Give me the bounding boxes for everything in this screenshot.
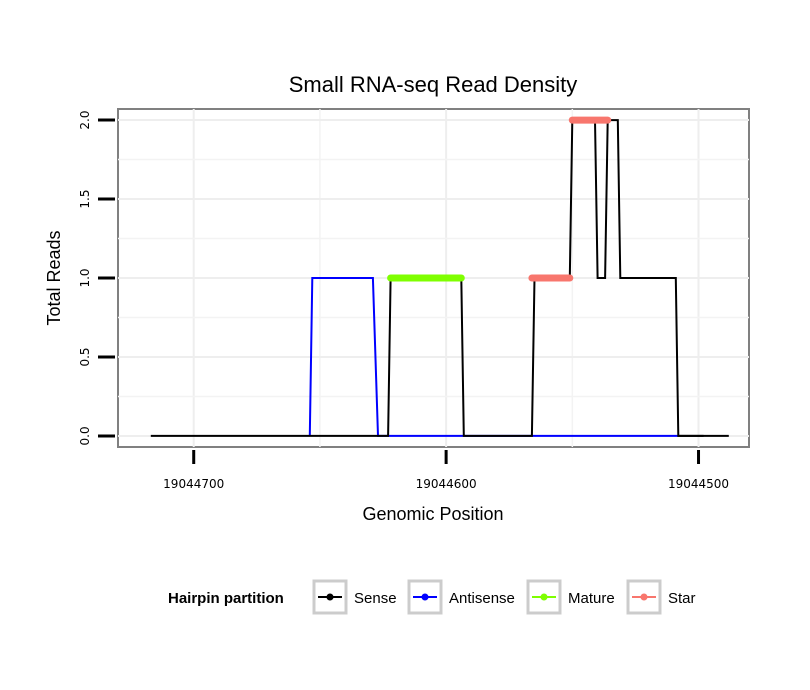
y-tick-label: 2.0: [78, 111, 92, 130]
series-lines: [150, 116, 729, 437]
legend-key-point-star: [640, 593, 648, 601]
legend-item-sense: Sense: [312, 579, 397, 615]
legend-key-point-mature: [540, 593, 548, 601]
legend-label-star: Star: [668, 590, 696, 607]
legend-item-mature: Mature: [526, 579, 615, 615]
legend-label-sense: Sense: [354, 590, 397, 607]
legend: Hairpin partition Sense Antisense Mature…: [168, 579, 696, 615]
y-axis-label: Total Reads: [44, 230, 64, 325]
chart-title: Small RNA-seq Read Density: [289, 72, 578, 97]
legend-key-point-sense: [326, 593, 334, 601]
x-tick-label: 19044600: [416, 477, 477, 491]
x-axis-label: Genomic Position: [362, 504, 503, 524]
y-tick-label: 1.5: [78, 189, 92, 208]
legend-label-mature: Mature: [568, 590, 615, 607]
y-tick-label: 0.0: [78, 426, 92, 445]
x-tick-label: 19044500: [668, 477, 729, 491]
legend-item-star: Star: [626, 579, 696, 615]
legend-title: Hairpin partition: [168, 590, 284, 607]
legend-label-antisense: Antisense: [449, 590, 515, 607]
series-line-antisense: [308, 277, 679, 437]
axes: 19044700 19044600 19044500 0.0 0.5 1.0 1.5 2.0: [78, 111, 729, 491]
y-tick-label: 1.0: [78, 268, 92, 287]
legend-key-point-antisense: [421, 593, 429, 601]
legend-item-antisense: Antisense: [407, 579, 515, 615]
y-tick-label: 0.5: [78, 347, 92, 366]
x-tick-label: 19044700: [163, 477, 224, 491]
series-line-sense: [150, 119, 704, 437]
